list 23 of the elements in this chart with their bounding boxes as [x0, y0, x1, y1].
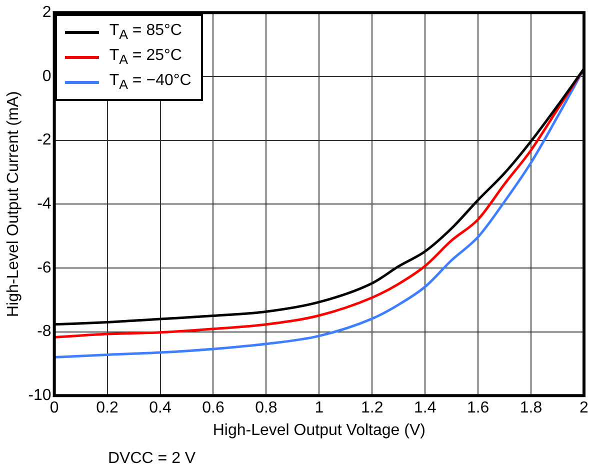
x-tick-label: 1.2: [361, 400, 384, 417]
text: DVCC = 2 V: [108, 450, 196, 468]
x-tick-label: 0.4: [149, 400, 172, 417]
y-tick-label: -10: [28, 387, 52, 404]
x-tick-label: 1.4: [414, 400, 436, 417]
y-axis-title: High-Level Output Current (mA): [5, 91, 22, 318]
x-tick-label: 1.8: [520, 400, 542, 417]
x-tick-label: 0.6: [202, 400, 224, 417]
legend-label: T$_{A}$ = 25°C: [109, 46, 182, 69]
legend-label: T$_{A}$ = 85°C: [109, 20, 182, 44]
y-tick-label: -8: [37, 323, 52, 340]
x-axis-title: High-Level Output Voltage (V): [212, 422, 426, 439]
x-tick-label: 1: [314, 400, 324, 417]
x-tick-label: 0.8: [255, 400, 278, 417]
y-tick-label: -4: [37, 196, 52, 213]
y-tick-label: -2: [37, 132, 52, 149]
x-tick-label: 2: [580, 400, 589, 417]
y-tick-label: 2: [42, 4, 52, 22]
x-tick-label: 1.6: [466, 400, 490, 417]
x-tick-label: 0.2: [96, 400, 119, 417]
legend-label: T$_{A}$ = −40°C: [109, 70, 192, 94]
y-tick-label: -6: [37, 259, 52, 276]
y-tick-label: 0: [42, 68, 52, 85]
